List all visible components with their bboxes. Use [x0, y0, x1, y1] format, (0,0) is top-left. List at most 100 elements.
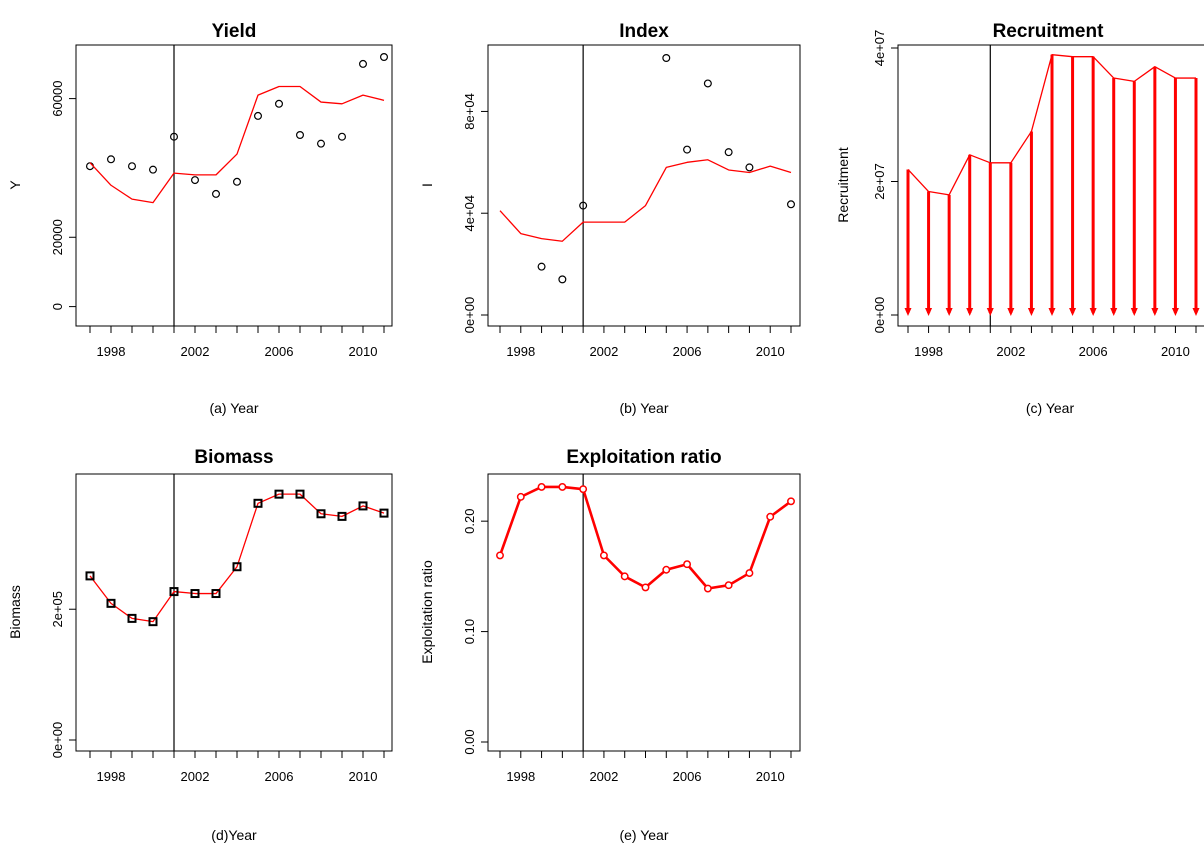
- x-tick-label: 2006: [1079, 344, 1108, 359]
- arrow-head: [1151, 308, 1159, 316]
- data-point: [724, 148, 733, 157]
- data-point: [128, 162, 137, 171]
- data-point: [169, 587, 179, 597]
- data-point: [745, 569, 754, 578]
- x-tick-label: 1998: [506, 769, 535, 784]
- panel-title: Exploitation ratio: [566, 447, 721, 468]
- arrow-head: [945, 308, 953, 316]
- data-point: [579, 201, 588, 210]
- data-point: [295, 489, 305, 499]
- data-point: [379, 508, 389, 518]
- data-point: [766, 512, 775, 521]
- data-point: [358, 501, 368, 511]
- data-point: [317, 139, 326, 148]
- y-ticks: 0e+00 4e+04 8e+04: [462, 93, 489, 333]
- data-point: [787, 497, 795, 506]
- x-tick-label: 2010: [756, 769, 785, 784]
- data-point: [190, 589, 200, 599]
- y-tick-label: 0.10: [462, 619, 477, 644]
- arrow-head: [966, 308, 974, 316]
- data-point: [496, 551, 504, 560]
- x-axis-label: (a) Year: [209, 400, 258, 416]
- data-point: [148, 617, 158, 627]
- x-ticks: 1998 2002 2006 2010: [499, 325, 792, 359]
- data-point: [662, 565, 671, 574]
- x-tick-label: 2006: [673, 344, 702, 359]
- x-tick-label: 2002: [589, 769, 618, 784]
- y-tick-label: 0.20: [462, 509, 477, 534]
- data-point: [233, 177, 242, 186]
- data-point: [683, 560, 692, 569]
- x-tick-label: 1998: [914, 344, 943, 359]
- plot-area: [904, 45, 1200, 326]
- data-point: [558, 482, 567, 491]
- x-tick-label: 2006: [673, 769, 702, 784]
- data-point: [316, 509, 326, 519]
- panel-title: Biomass: [194, 447, 273, 468]
- x-tick-label: 2002: [181, 769, 210, 784]
- y-axis-label: I: [419, 183, 435, 187]
- y-tick-label: 60000: [50, 81, 65, 117]
- y-ticks: 0 20000 60000: [50, 81, 77, 310]
- y-axis-label: Biomass: [7, 585, 23, 639]
- x-tick-label: 1998: [506, 344, 535, 359]
- x-ticks: 1998 2002 2006 2010: [89, 750, 385, 784]
- arrow-head: [1089, 308, 1097, 316]
- plot-area: [85, 45, 389, 326]
- panel-exploitation-ratio: Exploitation ratio (e) Year Exploitation…: [419, 447, 801, 843]
- data-point: [274, 489, 284, 499]
- arrow-head: [1007, 308, 1015, 316]
- y-tick-label: 0: [50, 303, 65, 310]
- panel-title: Recruitment: [993, 21, 1105, 42]
- data-point: [106, 598, 116, 608]
- arrow-head: [1048, 308, 1056, 316]
- data-point: [537, 262, 546, 271]
- y-tick-label: 2e+07: [872, 163, 887, 200]
- x-tick-label: 2010: [349, 344, 378, 359]
- arrow-head: [904, 308, 912, 316]
- data-point: [212, 189, 221, 198]
- arrow-head: [1110, 308, 1118, 316]
- y-tick-label: 0e+00: [50, 722, 65, 759]
- data-point: [337, 511, 347, 521]
- x-tick-label: 2006: [265, 769, 294, 784]
- x-tick-label: 2010: [756, 344, 785, 359]
- data-point: [232, 562, 242, 572]
- arrow-head: [986, 308, 994, 316]
- arrow-head: [1171, 308, 1179, 316]
- data-point: [85, 571, 95, 581]
- data-point: [558, 275, 567, 284]
- data-point: [786, 200, 795, 209]
- data-point: [106, 155, 115, 164]
- y-tick-label: 2e+05: [50, 591, 65, 628]
- data-point: [703, 79, 712, 88]
- arrow-head: [925, 308, 933, 316]
- x-axis-label: (b) Year: [619, 400, 668, 416]
- panel-biomass: Biomass (d)Year Biomass 1998 2002 2006 2010…: [7, 447, 393, 843]
- y-tick-label: 20000: [50, 219, 65, 255]
- data-point: [380, 52, 389, 61]
- data-point: [359, 59, 368, 68]
- plot-area: [496, 474, 795, 751]
- series-line: [499, 159, 792, 242]
- arrow-head: [1069, 308, 1077, 316]
- y-axis-label: Recruitment: [835, 147, 851, 223]
- y-ticks: 0e+00 2e+05: [50, 591, 77, 759]
- x-axis-label: (d)Year: [211, 827, 257, 843]
- x-ticks: 1998 2002 2006 2010: [907, 325, 1197, 359]
- y-ticks: 0.00 0.10 0.20: [462, 509, 489, 755]
- x-ticks: 1998 2002 2006 2010: [89, 325, 385, 359]
- x-axis-label: (c) Year: [1026, 400, 1075, 416]
- data-point: [703, 584, 712, 593]
- x-tick-label: 2002: [589, 344, 618, 359]
- data-point: [211, 589, 221, 599]
- x-tick-label: 2006: [265, 344, 294, 359]
- data-point: [191, 176, 200, 185]
- x-tick-label: 2010: [349, 769, 378, 784]
- series-line: [907, 54, 1196, 196]
- y-tick-label: 8e+04: [462, 93, 477, 130]
- arrow-head: [1027, 308, 1035, 316]
- y-ticks: 0e+00 2e+07 4e+07: [872, 30, 899, 333]
- y-axis-label: Y: [7, 180, 23, 190]
